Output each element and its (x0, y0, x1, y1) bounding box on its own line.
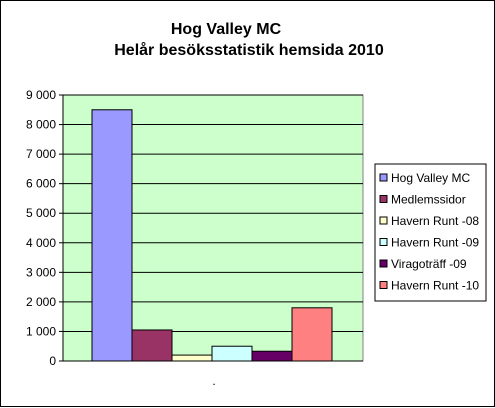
legend-swatch (379, 281, 388, 289)
y-axis-ticks: 0 1 000 2 000 3 000 4 000 5 000 6 000 7 000 8 00… (26, 88, 363, 368)
bar-havern-runt-08 (171, 354, 213, 362)
bars (91, 109, 333, 362)
legend-swatch (379, 195, 388, 203)
bar-medlemssidor (131, 329, 173, 362)
legend-entry: Havern Runt -10 (391, 279, 479, 293)
bar-havern-runt-10 (291, 307, 333, 362)
y-tick-label: 8 000 (26, 118, 56, 132)
x-axis-tick-label: . (212, 374, 215, 388)
y-tick-label: 4 000 (26, 236, 56, 250)
legend-box (374, 163, 487, 302)
y-tick-label: 6 000 (26, 177, 56, 191)
y-tick-label: 5 000 (26, 206, 56, 220)
legend-swatch (379, 216, 388, 225)
y-tick-label: 3 000 (26, 265, 56, 279)
y-tick-label: 0 (49, 354, 56, 368)
legend-entry: Viragoträff -09 (391, 257, 467, 271)
legend-swatch (379, 238, 388, 246)
legend-swatch (379, 173, 388, 182)
y-tick-label: 9 000 (26, 88, 56, 102)
legend-entry: Medlemssidor (391, 193, 466, 207)
bar-havern-runt-09 (211, 345, 253, 362)
legend-entry: Havern Runt -08 (391, 214, 479, 228)
y-tick-label: 1 000 (26, 324, 56, 338)
y-tick-label: 7 000 (26, 147, 56, 161)
legend: Hog Valley MC Medlemssidor Havern Runt -08… (374, 163, 487, 302)
y-tick-label: 2 000 (26, 295, 56, 309)
chart-subtitle: Helår besöksstatistik hemsida 2010 (114, 41, 384, 59)
bar-hog-valley-mc (91, 109, 133, 362)
chart-title: Hog Valley MC (171, 21, 282, 38)
legend-swatch (379, 259, 388, 268)
legend-entry: Hog Valley MC (391, 171, 470, 185)
bar-viragotr-ff-09 (251, 350, 293, 362)
legend-entry: Havern Runt -09 (391, 236, 479, 250)
